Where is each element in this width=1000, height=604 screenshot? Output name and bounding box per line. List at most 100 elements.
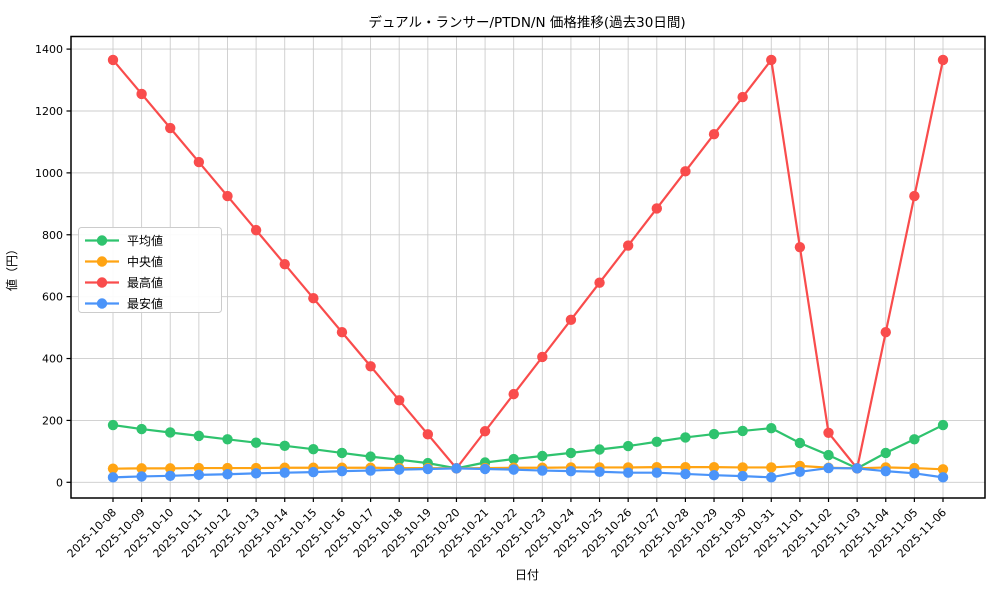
data-point-min [909, 468, 920, 479]
series-average [107, 419, 949, 474]
grid-lines [71, 36, 985, 498]
y-tick-label: 1200 [35, 105, 63, 118]
data-point-min [136, 471, 147, 482]
data-point-average [165, 427, 176, 438]
series-line-max [111, 58, 945, 470]
data-point-min [365, 465, 376, 476]
data-point-average [909, 434, 920, 445]
legend-label-median: 中央値 [127, 254, 163, 269]
data-point-max [365, 361, 376, 372]
legend-item-median: 中央値 [85, 254, 163, 269]
legend-marker-median [96, 256, 108, 267]
data-point-max [336, 327, 348, 338]
y-tick-label: 0 [56, 476, 63, 489]
data-point-max [708, 129, 720, 140]
data-point-average [794, 437, 806, 449]
data-point-median [708, 461, 720, 473]
data-series [107, 54, 949, 483]
legend-box [78, 227, 222, 313]
data-point-median [136, 463, 147, 474]
legend-item-min: 最安値 [85, 296, 163, 311]
data-point-max [136, 88, 147, 100]
data-point-median [165, 463, 176, 474]
data-point-max [193, 156, 205, 168]
data-point-min [394, 464, 405, 475]
data-point-average [250, 437, 262, 448]
data-point-average [193, 430, 205, 442]
data-point-average [622, 440, 634, 452]
data-point-min [508, 464, 519, 475]
data-point-median [937, 464, 949, 475]
data-point-min [680, 468, 691, 480]
data-point-min [451, 463, 462, 474]
data-point-min [222, 469, 233, 480]
data-point-average [279, 440, 290, 451]
data-point-average [308, 443, 319, 455]
data-point-max [508, 388, 519, 400]
data-point-min [594, 466, 605, 477]
data-point-min [479, 463, 491, 475]
legend-label-min: 最安値 [127, 296, 163, 311]
data-point-min [737, 470, 748, 482]
data-point-min [250, 468, 262, 479]
legend-item-max: 最高値 [85, 275, 163, 290]
legend-label-average: 平均値 [127, 233, 163, 248]
data-point-min [422, 463, 434, 475]
data-point-min [851, 463, 863, 474]
data-point-average [680, 432, 691, 443]
legend-marker-max [96, 277, 108, 288]
data-point-average [222, 434, 233, 445]
data-point-average [136, 423, 147, 435]
y-tick-label: 200 [42, 414, 63, 427]
data-point-max [422, 429, 434, 440]
series-max [107, 54, 949, 474]
data-point-min [537, 465, 548, 476]
plot-border [70, 35, 986, 499]
chart-title: デュアル・ランサー/PTDN/N 価格推移(過去30日間) [368, 14, 685, 31]
data-point-median [766, 462, 777, 473]
data-point-average [823, 449, 834, 461]
data-point-max [165, 122, 176, 134]
data-point-average [365, 451, 376, 462]
data-point-max [537, 351, 548, 363]
y-tick-label: 1000 [35, 167, 63, 180]
data-point-max [308, 292, 319, 304]
y-axis-ticks: 0 200 400 600 800 1000 1200 1400 [35, 43, 71, 489]
series-min [107, 462, 949, 483]
data-point-average [651, 436, 662, 447]
x-axis-label: 日付 [515, 568, 539, 582]
data-point-max [737, 91, 748, 103]
data-point-average [565, 447, 577, 459]
data-point-max [279, 258, 290, 270]
data-point-average [537, 450, 548, 462]
data-point-max [250, 224, 262, 236]
data-point-min [565, 465, 577, 477]
data-point-min [193, 469, 205, 481]
data-point-min [308, 466, 319, 478]
legend-label-max: 最高値 [127, 275, 163, 290]
data-point-max [479, 426, 491, 437]
legend-marker-average [96, 235, 108, 246]
data-point-average [880, 447, 891, 459]
data-point-min [622, 467, 634, 478]
data-point-average [394, 454, 405, 465]
data-point-max [794, 241, 806, 253]
data-point-median [107, 463, 119, 474]
data-point-min [937, 472, 949, 483]
data-point-max [651, 203, 662, 214]
y-tick-label: 800 [42, 229, 63, 242]
legend-marker-min [96, 298, 108, 309]
legend-item-average: 平均値 [85, 233, 163, 248]
data-point-average [594, 444, 605, 455]
data-point-min [766, 472, 777, 483]
data-point-max [394, 395, 405, 406]
data-point-min [708, 469, 720, 481]
data-point-min [823, 462, 834, 474]
data-point-max [565, 314, 577, 326]
data-point-max [680, 166, 691, 177]
data-point-min [880, 465, 891, 477]
data-point-average [766, 422, 777, 434]
data-point-max [594, 277, 605, 288]
